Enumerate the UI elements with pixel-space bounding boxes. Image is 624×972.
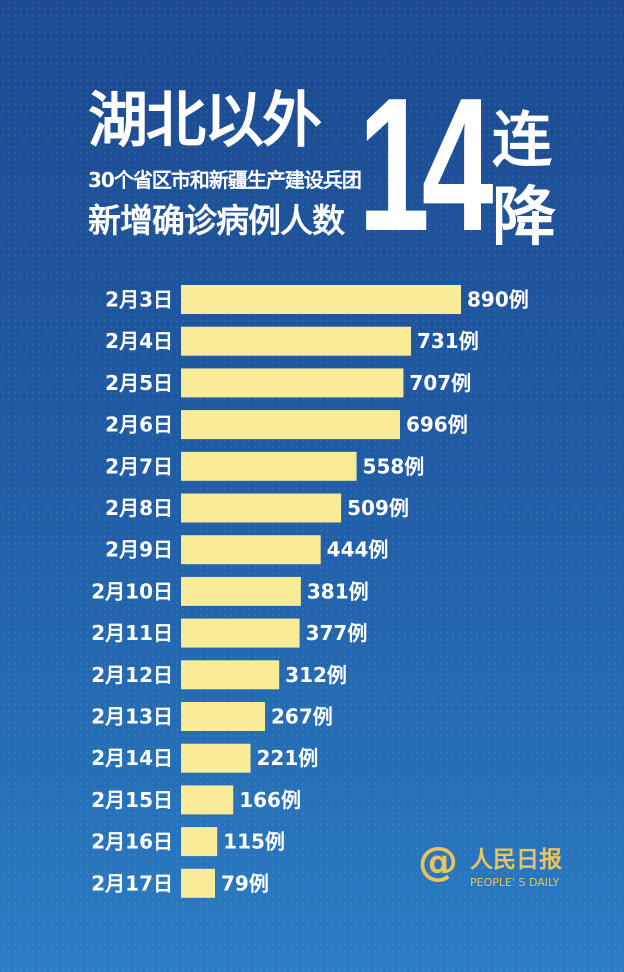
data-label: 890例 bbox=[467, 288, 529, 312]
category-label: 2月9日 bbox=[105, 538, 173, 562]
big-char-2: 降 bbox=[492, 181, 556, 255]
bar bbox=[181, 285, 461, 314]
data-label: 509例 bbox=[347, 496, 409, 520]
bar bbox=[181, 326, 411, 356]
category-label: 2月12日 bbox=[91, 663, 173, 687]
bar bbox=[181, 660, 280, 690]
category-label: 2月14日 bbox=[91, 746, 173, 770]
category-label: 2月5日 bbox=[105, 371, 173, 395]
bar bbox=[181, 785, 234, 815]
bar bbox=[181, 535, 321, 565]
big-number: 14 bbox=[358, 59, 494, 271]
data-label: 696例 bbox=[406, 413, 468, 437]
data-label: 115例 bbox=[223, 830, 285, 854]
bar bbox=[181, 743, 251, 773]
at-symbol: @ bbox=[418, 839, 458, 885]
category-label: 2月11日 bbox=[91, 621, 173, 645]
category-label: 2月3日 bbox=[105, 288, 173, 312]
logo-name-cn: 人民日报 bbox=[470, 847, 562, 873]
subtitle-2: 新增确诊病例人数 bbox=[88, 201, 345, 240]
data-label: 267例 bbox=[271, 705, 333, 729]
bar bbox=[181, 451, 357, 481]
title: 湖北以外 bbox=[88, 86, 322, 156]
data-label: 166例 bbox=[239, 788, 301, 812]
category-label: 2月16日 bbox=[91, 830, 173, 854]
category-label: 2月4日 bbox=[105, 329, 173, 353]
big-char-1: 连 bbox=[492, 106, 552, 176]
data-label: 558例 bbox=[363, 454, 425, 478]
bar bbox=[181, 493, 342, 523]
bar bbox=[181, 827, 218, 857]
data-label: 381例 bbox=[307, 579, 369, 603]
logo-name-en: PEOPLE' S DAILY bbox=[470, 876, 560, 889]
data-label: 444例 bbox=[327, 538, 389, 562]
bar bbox=[181, 618, 300, 648]
bar bbox=[181, 868, 215, 898]
data-label: 707例 bbox=[409, 371, 471, 395]
category-label: 2月8日 bbox=[105, 496, 173, 520]
subtitle: 30个省区市和新疆生产建设兵团 bbox=[88, 168, 362, 192]
data-label: 312例 bbox=[285, 663, 347, 687]
category-label: 2月10日 bbox=[91, 579, 173, 603]
bar bbox=[181, 576, 301, 606]
data-label: 79例 bbox=[221, 871, 269, 895]
category-label: 2月6日 bbox=[105, 413, 173, 437]
category-label: 2月17日 bbox=[91, 871, 173, 895]
category-label: 2月15日 bbox=[91, 788, 173, 812]
data-label: 731例 bbox=[417, 329, 479, 353]
bar bbox=[181, 702, 265, 731]
category-label: 2月13日 bbox=[91, 705, 173, 729]
data-label: 221例 bbox=[257, 746, 319, 770]
bar bbox=[181, 368, 404, 398]
category-label: 2月7日 bbox=[105, 454, 173, 478]
data-label: 377例 bbox=[306, 621, 368, 645]
bar bbox=[181, 410, 400, 440]
